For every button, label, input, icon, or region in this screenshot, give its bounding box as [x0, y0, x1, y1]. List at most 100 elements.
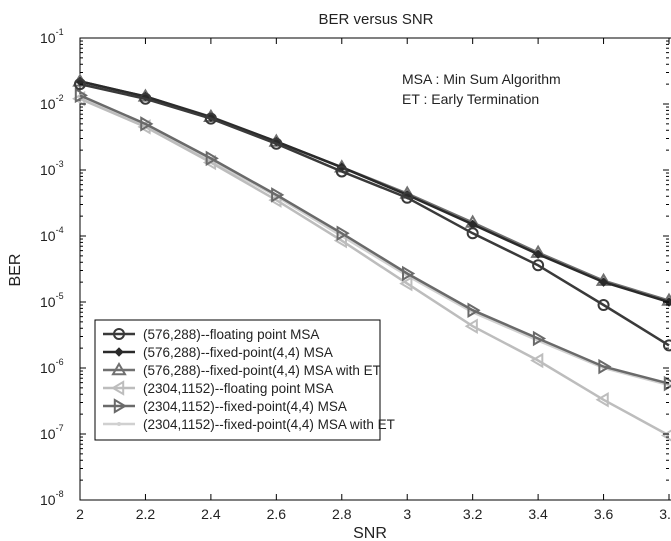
data-point — [336, 225, 350, 242]
legend-item: (576,288)--floating point MSA — [103, 327, 319, 342]
data-point — [663, 375, 671, 392]
y-tick-base: 10 — [40, 360, 56, 376]
legend-label: (2304,1152)--floating point MSA — [143, 381, 333, 396]
x-tick-label: 3 — [403, 506, 411, 522]
y-tick-label: 10-4 — [40, 225, 64, 244]
annotation-msa: MSA : Min Sum Algorithm — [402, 71, 561, 87]
legend-item: (576,288)--fixed-point(4,4) MSA — [103, 345, 333, 360]
series-5 — [74, 87, 671, 392]
y-tick-exponent: -2 — [56, 93, 64, 103]
data-point — [663, 339, 671, 352]
x-axis-label: SNR — [353, 525, 387, 541]
y-tick-exponent: -7 — [56, 423, 64, 433]
series-4 — [72, 91, 671, 442]
y-tick-exponent: -6 — [56, 357, 64, 367]
y-tick-label: 10-8 — [40, 489, 64, 508]
legend-marker — [113, 398, 127, 414]
x-tick-label: 3.8 — [659, 506, 671, 522]
y-tick-exponent: -8 — [56, 489, 64, 499]
data-point — [597, 299, 610, 312]
legend-item: (2304,1152)--fixed-point(4,4) MSA — [103, 398, 347, 414]
data-point — [661, 429, 671, 442]
series-1 — [74, 78, 671, 352]
legend-marker — [111, 380, 125, 396]
data-point — [205, 150, 219, 167]
data-point — [595, 392, 609, 408]
data-point — [401, 191, 414, 204]
data-point — [139, 92, 152, 105]
data-point — [74, 87, 88, 104]
y-tick-base: 10 — [40, 492, 56, 508]
y-tick-label: 10-5 — [40, 291, 64, 310]
x-tick-label: 3.6 — [594, 506, 614, 522]
legend-marker — [113, 328, 125, 340]
data-point — [466, 227, 479, 240]
series-line — [79, 95, 670, 387]
data-point — [598, 358, 612, 375]
data-point — [140, 116, 154, 132]
y-tick-base: 10 — [40, 294, 56, 310]
data-point — [402, 265, 416, 282]
x-tick-label: 2.4 — [201, 506, 221, 522]
series-line — [79, 94, 670, 385]
y-tick-label: 10-2 — [40, 93, 64, 112]
legend-marker — [114, 347, 124, 357]
data-point — [74, 78, 86, 91]
x-tick-label: 3.4 — [528, 506, 548, 522]
x-tick-label: 3.2 — [463, 506, 483, 522]
x-tick-label: 2.6 — [267, 506, 287, 522]
y-axis-label: BER — [7, 254, 24, 287]
data-point — [533, 249, 543, 259]
data-point — [268, 192, 282, 208]
legend-label: (576,288)--fixed-point(4,4) MSA — [143, 345, 333, 360]
legend-item: (2304,1152)--fixed-point(4,4) MSA with E… — [103, 417, 395, 432]
data-point — [467, 302, 481, 318]
axes: 22.22.42.62.833.23.43.63.810-810-710-610… — [40, 27, 671, 522]
y-tick-label: 10-3 — [40, 159, 64, 178]
legend-label: (2304,1152)--fixed-point(4,4) MSA with E… — [143, 417, 395, 432]
legend-item: (576,288)--fixed-point(4,4) MSA with ET — [103, 362, 381, 378]
legend: (576,288)--floating point MSA (576,288)--… — [94, 319, 395, 441]
y-tick-exponent: -4 — [56, 225, 64, 235]
data-point — [530, 352, 544, 369]
y-tick-base: 10 — [40, 30, 56, 46]
y-tick-base: 10 — [40, 162, 56, 178]
chart-title: BER versus SNR — [318, 11, 433, 28]
series-line — [79, 82, 670, 347]
series-layer — [72, 73, 671, 442]
series-line — [79, 97, 670, 437]
data-point — [532, 330, 547, 347]
legend-marker — [117, 422, 121, 426]
y-tick-label: 10-6 — [40, 357, 64, 376]
y-tick-exponent: -5 — [56, 291, 64, 301]
data-point — [72, 91, 86, 107]
y-tick-label: 10-7 — [40, 423, 64, 442]
annotation-et: ET : Early Termination — [402, 91, 539, 107]
x-tick-label: 2.8 — [332, 506, 352, 522]
legend-label: (576,288)--floating point MSA — [143, 327, 319, 342]
y-tick-base: 10 — [40, 96, 56, 112]
y-tick-label: 10-1 — [40, 27, 64, 46]
y-tick-exponent: -1 — [56, 27, 64, 37]
data-point — [204, 112, 217, 125]
data-point — [464, 318, 478, 334]
legend-label: (2304,1152)--fixed-point(4,4) MSA — [143, 399, 347, 414]
legend-label: (576,288)--fixed-point(4,4) MSA with ET — [143, 363, 381, 378]
data-point — [399, 275, 413, 292]
legend-box — [94, 319, 381, 441]
x-tick-label: 2.2 — [136, 506, 156, 522]
legend-item: (2304,1152)--floating point MSA — [103, 380, 333, 396]
data-point — [202, 154, 217, 171]
y-tick-base: 10 — [40, 426, 56, 442]
x-tick-label: 2 — [76, 506, 84, 522]
legend-marker — [111, 362, 127, 376]
data-point — [598, 277, 609, 287]
series-line — [79, 80, 670, 304]
data-point — [270, 137, 283, 150]
y-tick-base: 10 — [40, 228, 56, 244]
y-tick-exponent: -3 — [56, 159, 64, 169]
data-point — [271, 187, 285, 203]
data-point — [532, 259, 545, 272]
data-point — [335, 165, 348, 178]
